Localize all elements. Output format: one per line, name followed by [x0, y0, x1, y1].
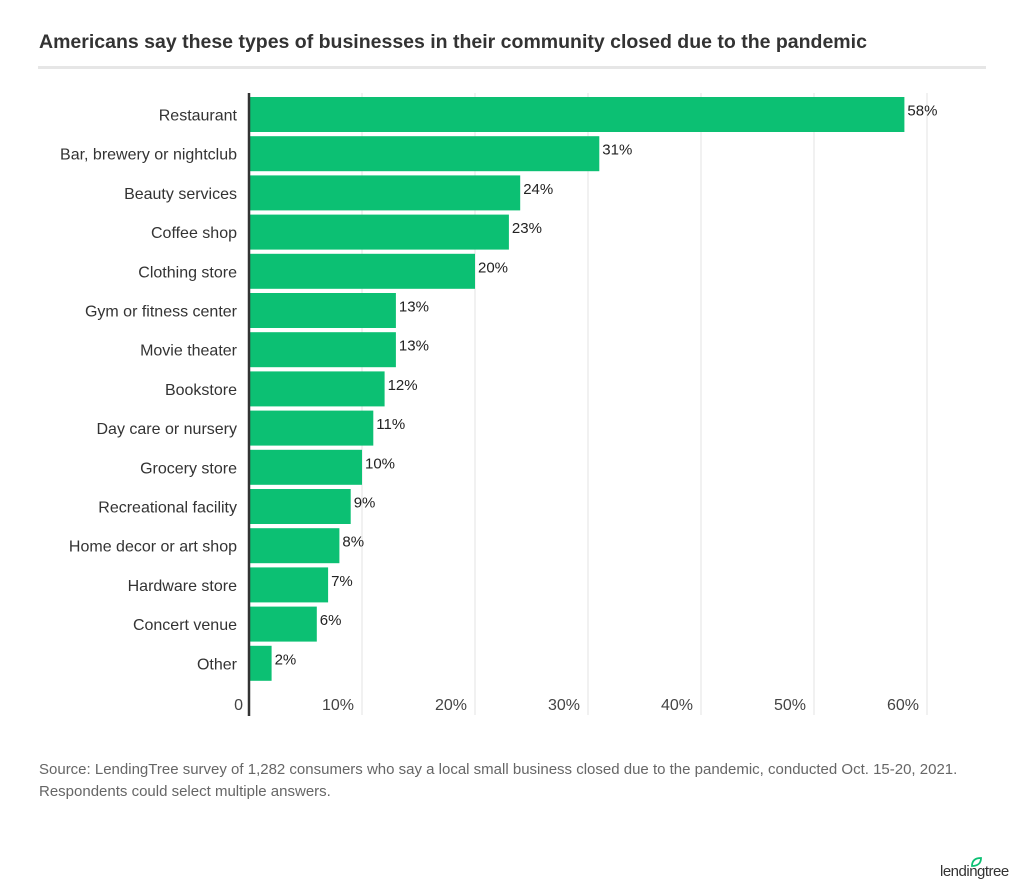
x-tick-label: 40% [661, 697, 693, 714]
x-tick-label: 20% [435, 697, 467, 714]
bar [249, 332, 396, 368]
leaf-icon [971, 857, 982, 867]
data-label: 13% [399, 338, 429, 355]
bar [249, 214, 509, 250]
bar-chart: 0 10% 20% 30% 40% 50% 60% Restaurant 58% Bar, bre… [60, 93, 937, 716]
data-label: 24% [523, 181, 553, 198]
category-label: Coffee shop [151, 225, 237, 242]
data-label: 58% [907, 103, 937, 120]
x-tick-label: 50% [774, 697, 806, 714]
bar [249, 253, 475, 289]
data-label: 13% [399, 299, 429, 316]
x-tick-label: 10% [322, 697, 354, 714]
x-tick-label: 30% [548, 697, 580, 714]
bar [249, 606, 317, 642]
category-label: Home decor or art shop [69, 539, 237, 556]
data-label: 9% [354, 495, 376, 512]
category-label: Gym or fitness center [85, 304, 238, 321]
bar [249, 410, 374, 446]
bar [249, 449, 362, 485]
bar [249, 528, 340, 564]
category-label: Beauty services [124, 186, 237, 203]
data-label: 2% [275, 651, 297, 668]
x-tick-label: 0 [234, 697, 243, 714]
category-label: Bar, brewery or nightclub [60, 147, 237, 164]
category-label: Grocery store [140, 460, 237, 477]
data-label: 8% [342, 534, 364, 551]
category-label: Concert venue [133, 617, 237, 634]
bar [249, 645, 272, 681]
category-label: Restaurant [159, 108, 238, 125]
chart-title: Americans say these types of businesses … [39, 31, 867, 53]
bar [249, 489, 351, 524]
bar [249, 567, 329, 603]
category-label: Movie theater [140, 343, 238, 360]
data-label: 31% [602, 142, 632, 159]
data-label: 6% [320, 612, 342, 629]
bar [249, 293, 396, 328]
bar [249, 175, 521, 211]
category-label: Recreational facility [98, 500, 237, 517]
data-label: 12% [388, 377, 418, 394]
category-label: Clothing store [138, 264, 237, 281]
data-label: 11% [376, 416, 405, 433]
data-label: 20% [478, 259, 508, 276]
category-label: Other [197, 656, 238, 673]
lendingtree-logo: lendingtree [940, 863, 1009, 880]
data-label: 23% [512, 220, 542, 237]
data-label: 10% [365, 455, 395, 472]
bar [249, 136, 600, 172]
category-label: Hardware store [128, 578, 237, 595]
category-label: Day care or nursery [97, 421, 238, 438]
bar [249, 371, 385, 407]
category-label: Bookstore [165, 382, 237, 399]
data-label: 7% [331, 573, 353, 590]
source-note: Source: LendingTree survey of 1,282 cons… [39, 761, 958, 800]
bar [249, 97, 905, 132]
x-tick-label: 60% [887, 697, 919, 714]
title-divider [38, 66, 986, 69]
